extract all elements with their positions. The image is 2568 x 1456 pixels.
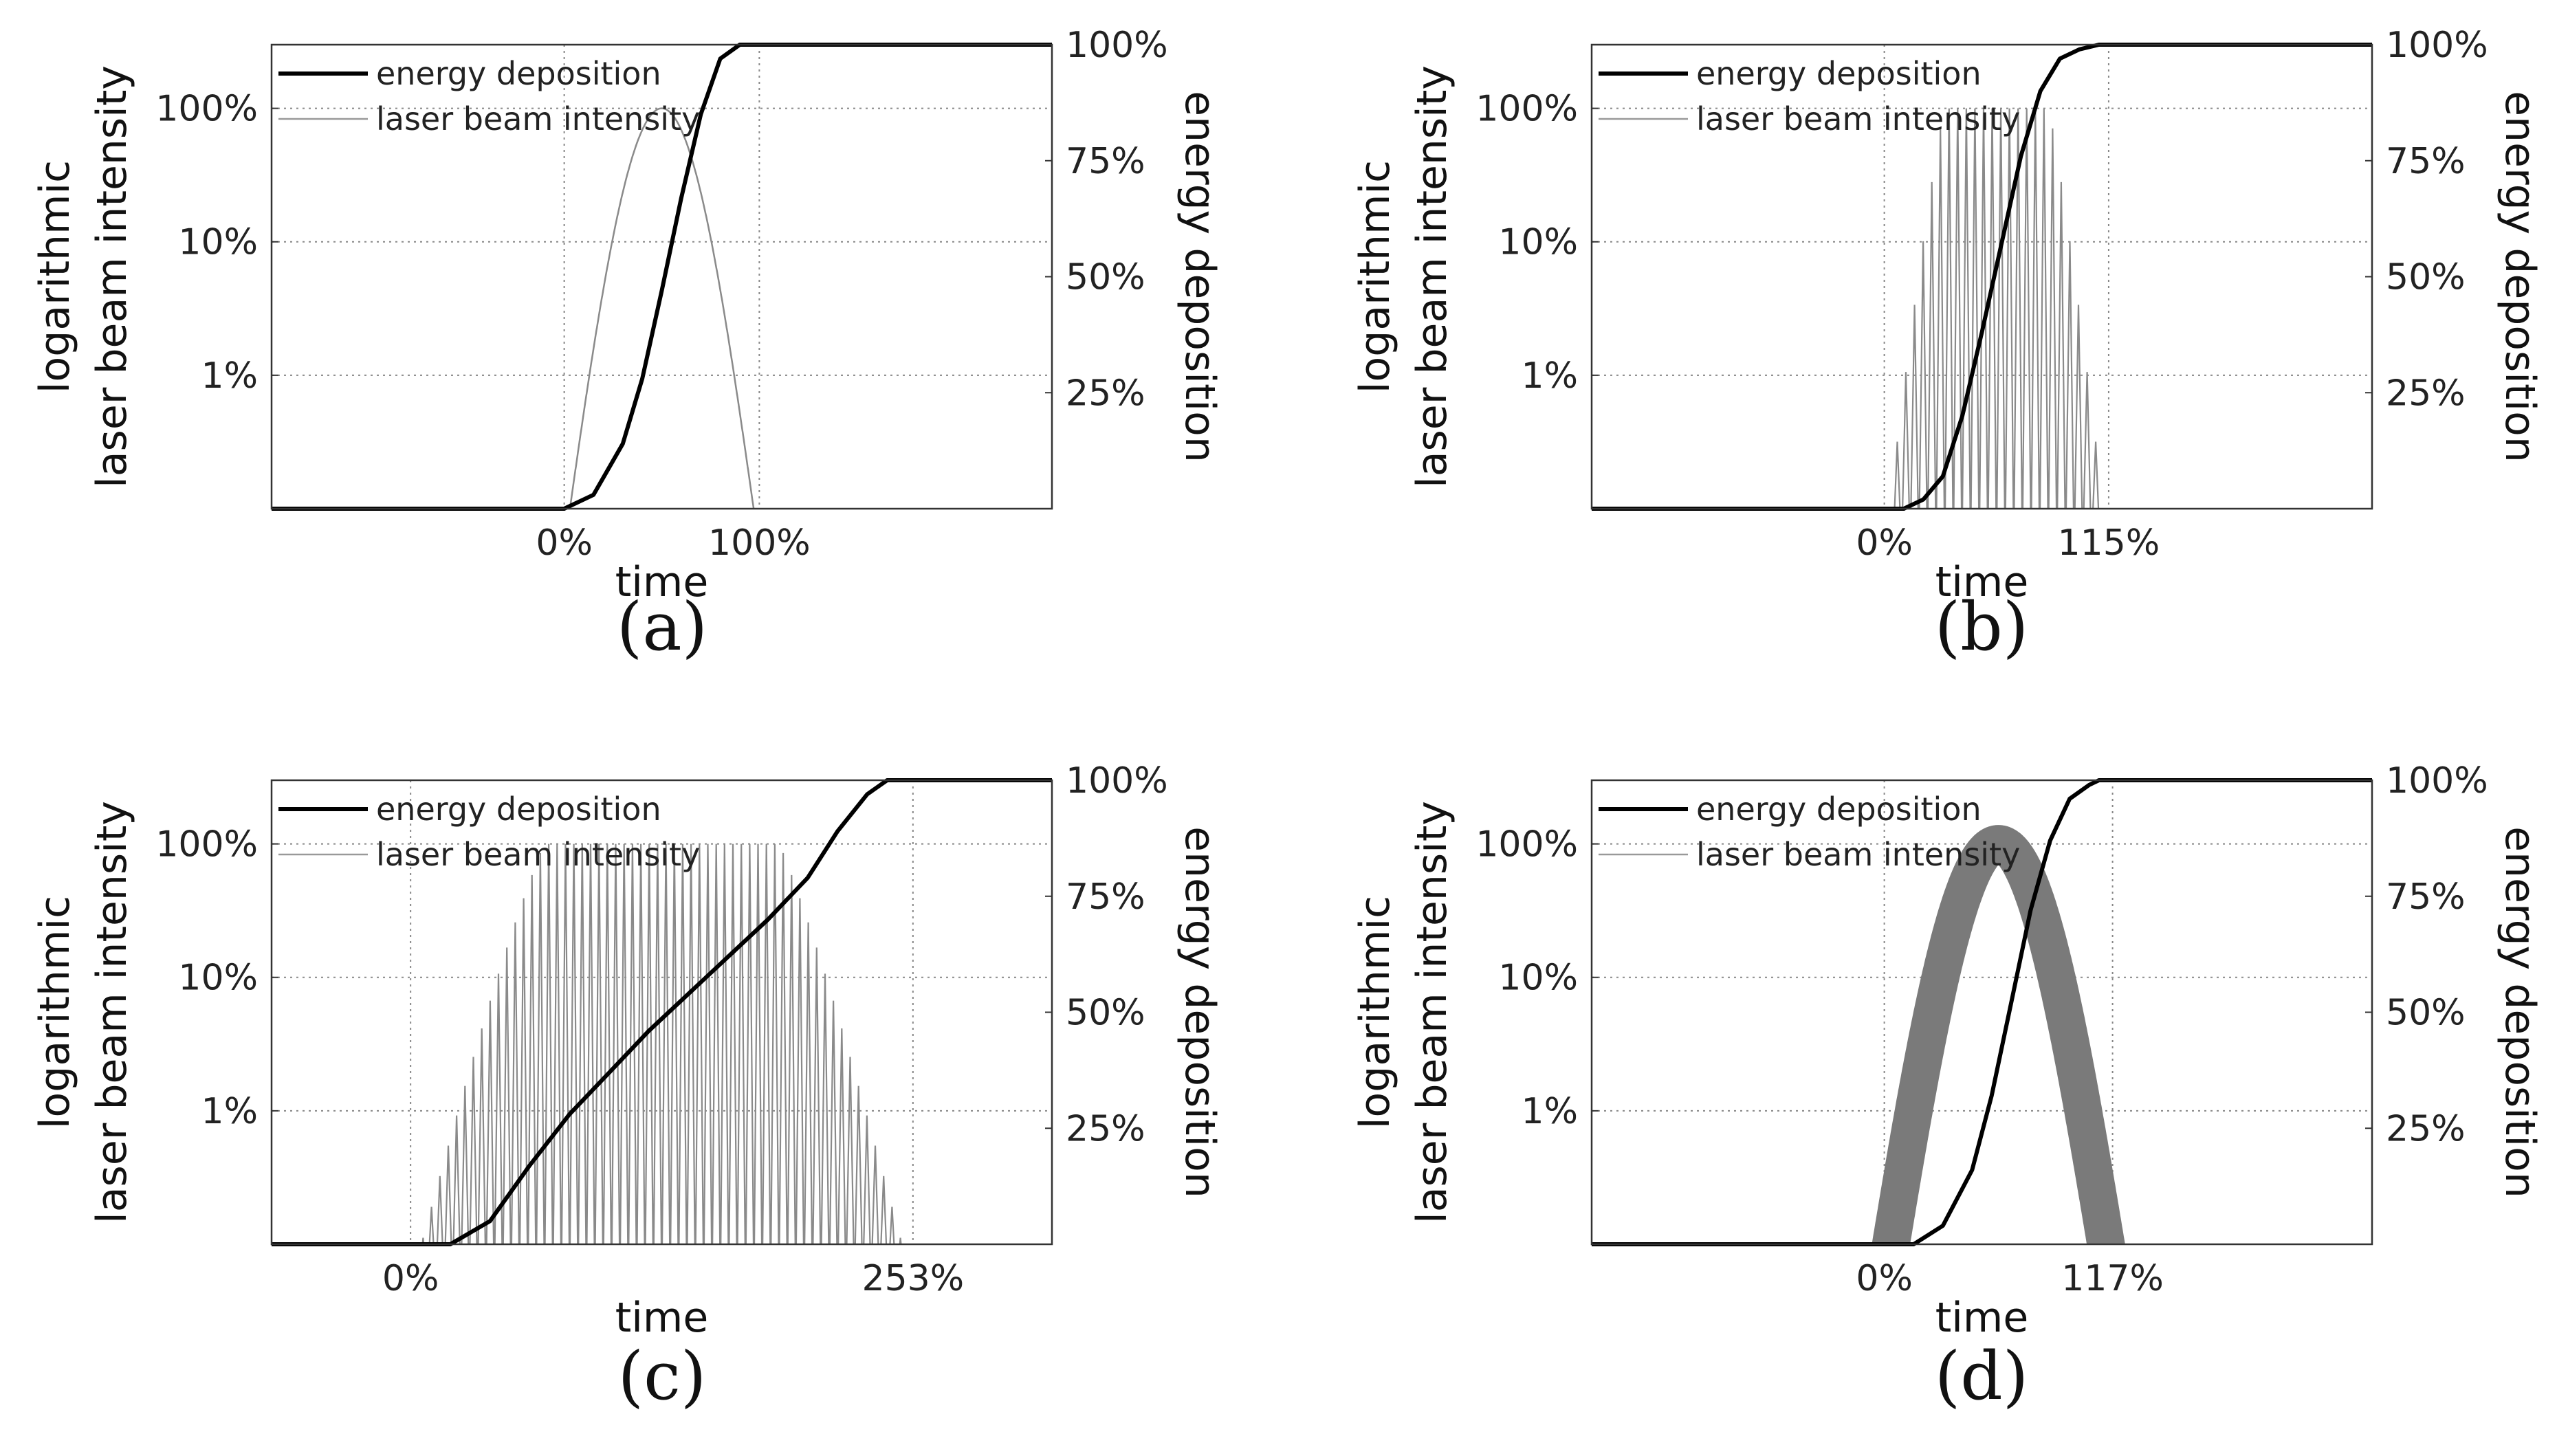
y-right-label: energy deposition — [2496, 91, 2544, 463]
x-axis-label: time — [615, 558, 709, 606]
laser-group — [569, 107, 755, 509]
y-right-label: energy deposition — [2496, 826, 2544, 1198]
x-tick-label: 0% — [1856, 522, 1913, 564]
y-left-label-line2: laser beam intensity — [88, 801, 136, 1224]
panel-c: 100% 10% 1% 100% 75% 50% 25% 0% 253% time logarith… — [31, 760, 1224, 1415]
x-axis-label: time — [1935, 558, 2029, 606]
left-tick-label: 10% — [1498, 958, 1578, 999]
legend-laser-label: laser beam intensity — [376, 836, 700, 873]
laser-intensity-band — [1872, 825, 2125, 1244]
panel-caption: (a) — [617, 588, 707, 665]
left-tick-label: 1% — [201, 1091, 259, 1132]
panel-a: 100%10%1%100%75%50%25%0% 100%timelogarith… — [31, 25, 1224, 665]
left-tick-label: 10% — [1498, 222, 1578, 263]
y-left-label-line1: logarithmic — [1351, 160, 1399, 393]
right-tick-label: 75% — [1066, 141, 1145, 182]
laser-intensity-line — [1894, 108, 2100, 509]
left-tick-label: 10% — [178, 222, 258, 263]
y-left-label-line2: laser beam intensity — [1408, 801, 1456, 1224]
right-tick-label: 25% — [2386, 373, 2466, 414]
legend-energy-label: energy deposition — [376, 791, 661, 828]
legend-energy-label: energy deposition — [1696, 791, 1982, 828]
right-tick-label: 100% — [1066, 760, 1168, 802]
y-left-label-line2: laser beam intensity — [1408, 65, 1456, 488]
right-tick-label: 75% — [1066, 876, 1145, 918]
y-left-label-line1: logarithmic — [1351, 896, 1399, 1129]
panel-caption: (c) — [618, 1338, 707, 1415]
x-tick-label: 100% — [708, 522, 811, 564]
laser-group — [421, 843, 902, 1244]
legend-laser-label: laser beam intensity — [376, 100, 700, 137]
left-tick-label: 1% — [1522, 355, 1579, 397]
right-tick-label: 25% — [2386, 1108, 2466, 1149]
energy-deposition-line — [1592, 778, 2372, 1246]
y-right-label: energy deposition — [1176, 91, 1224, 463]
legend-laser-label: laser beam intensity — [1696, 100, 2020, 137]
right-tick-label: 100% — [2386, 760, 2488, 802]
right-tick-label: 50% — [1066, 257, 1145, 298]
left-tick-label: 1% — [201, 355, 259, 397]
right-tick-label: 50% — [2386, 257, 2466, 298]
energy-deposition-line — [1592, 43, 2372, 511]
left-tick-label: 100% — [1475, 824, 1578, 865]
laser-intensity-line — [421, 843, 902, 1244]
left-tick-label: 100% — [155, 824, 258, 865]
y-left-label-line2: laser beam intensity — [88, 65, 136, 488]
x-tick-label: 0% — [382, 1258, 439, 1299]
y-left-label-line1: logarithmic — [31, 896, 79, 1129]
x-axis-label: time — [615, 1294, 709, 1342]
legend-laser-label: laser beam intensity — [1696, 836, 2020, 873]
legend-energy-label: energy deposition — [376, 55, 661, 92]
x-tick-label: 117% — [2061, 1258, 2164, 1299]
x-tick-label: 253% — [862, 1258, 965, 1299]
energy-deposition-line — [272, 778, 1052, 1246]
y-left-label-line1: logarithmic — [31, 160, 79, 393]
left-tick-label: 1% — [1522, 1091, 1579, 1132]
right-tick-label: 100% — [2386, 25, 2488, 66]
panel-b: 100% 10% 1% 100% 75% 50% 25% 0% 115% time logarith… — [1351, 25, 2544, 665]
right-tick-label: 50% — [2386, 993, 2466, 1034]
laser-group — [1894, 108, 2100, 509]
right-tick-label: 75% — [2386, 876, 2466, 918]
right-tick-label: 75% — [2386, 141, 2466, 182]
panel-caption: (b) — [1935, 588, 2028, 665]
right-tick-label: 100% — [1066, 25, 1168, 66]
panel-caption: (d) — [1935, 1338, 2028, 1415]
right-tick-label: 25% — [1066, 373, 1145, 414]
left-tick-label: 100% — [155, 89, 258, 130]
left-tick-label: 100% — [1475, 89, 1578, 130]
left-tick-label: 10% — [178, 958, 258, 999]
right-tick-label: 50% — [1066, 993, 1145, 1034]
right-tick-label: 25% — [1066, 1108, 1145, 1149]
x-tick-label: 0% — [536, 522, 593, 564]
x-tick-label: 0% — [1856, 1258, 1913, 1299]
y-right-label: energy deposition — [1176, 826, 1224, 1198]
laser-intensity-line — [569, 107, 755, 509]
x-tick-label: 115% — [2058, 522, 2160, 564]
x-axis-label: time — [1935, 1294, 2029, 1342]
laser-group — [1872, 825, 2125, 1244]
legend-energy-label: energy deposition — [1696, 55, 1982, 92]
panel-d: 100% 10% 1% 100% 75% 50% 25% 0% 117% time logarith… — [1351, 760, 2544, 1415]
